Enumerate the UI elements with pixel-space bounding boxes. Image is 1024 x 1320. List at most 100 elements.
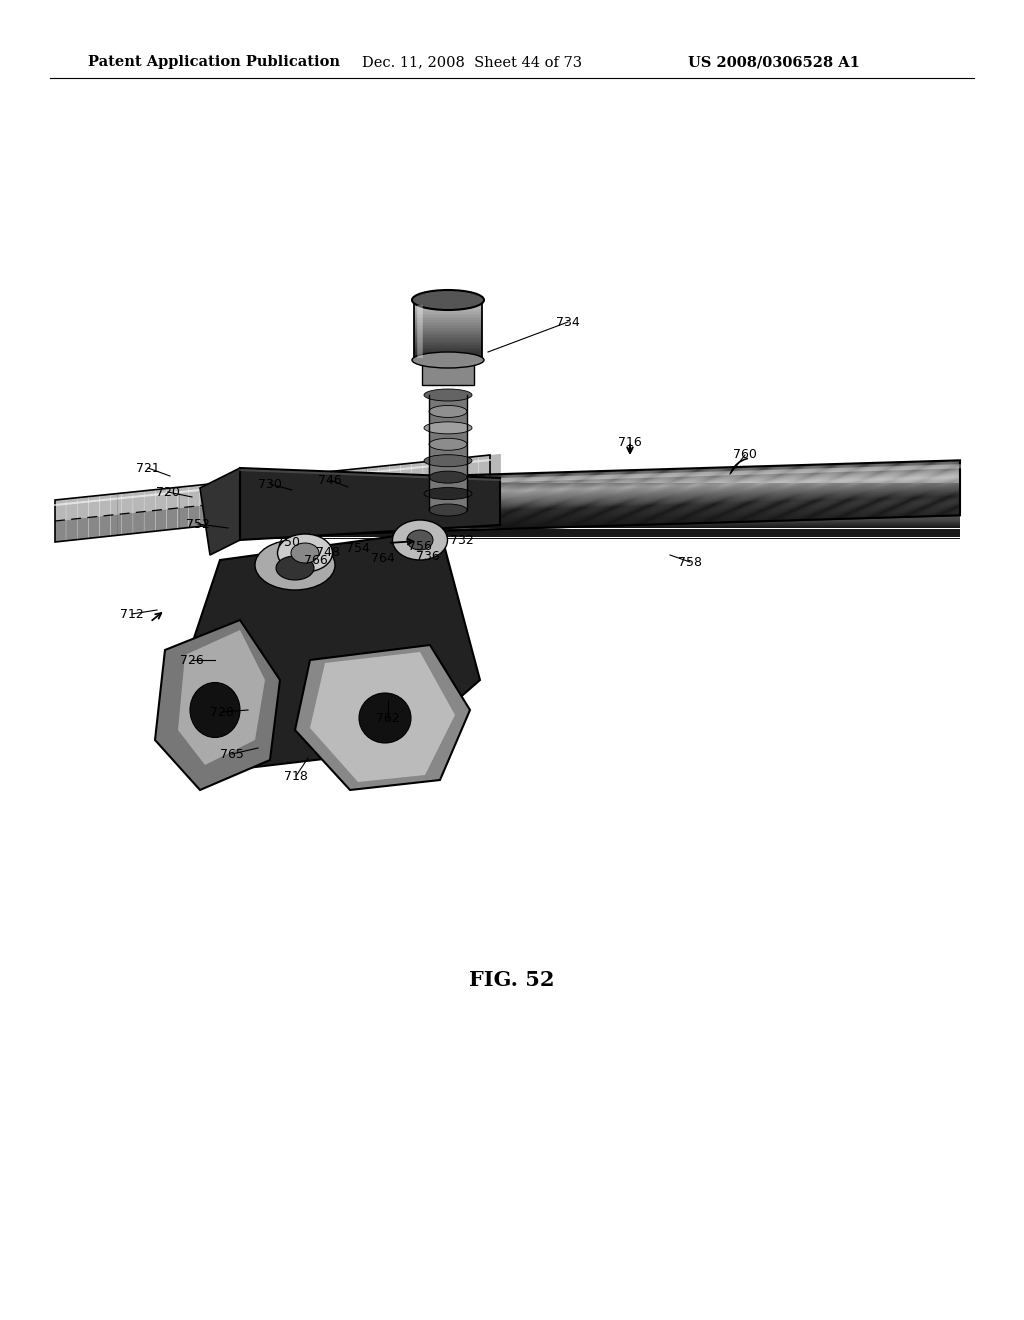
Text: 716: 716 xyxy=(618,437,642,450)
Polygon shape xyxy=(220,486,961,508)
Ellipse shape xyxy=(429,504,467,516)
Polygon shape xyxy=(220,492,961,515)
Polygon shape xyxy=(379,486,389,507)
Polygon shape xyxy=(220,515,961,537)
Polygon shape xyxy=(220,474,961,498)
Polygon shape xyxy=(434,479,445,502)
Polygon shape xyxy=(220,494,961,517)
Polygon shape xyxy=(88,495,99,517)
Ellipse shape xyxy=(424,422,472,434)
Text: 758: 758 xyxy=(678,556,702,569)
Polygon shape xyxy=(423,480,434,502)
Polygon shape xyxy=(178,486,188,508)
Polygon shape xyxy=(220,507,961,531)
Polygon shape xyxy=(220,502,961,524)
Polygon shape xyxy=(220,483,961,507)
Ellipse shape xyxy=(412,352,484,368)
Polygon shape xyxy=(220,513,961,536)
Polygon shape xyxy=(434,459,445,480)
Text: 728: 728 xyxy=(210,705,233,718)
Polygon shape xyxy=(289,495,300,516)
Polygon shape xyxy=(468,457,478,478)
Polygon shape xyxy=(334,470,345,491)
Polygon shape xyxy=(245,479,256,502)
Polygon shape xyxy=(220,466,961,488)
Polygon shape xyxy=(220,511,961,533)
Text: 754: 754 xyxy=(346,541,370,554)
Polygon shape xyxy=(220,515,961,539)
Polygon shape xyxy=(289,475,300,496)
Polygon shape xyxy=(220,469,961,492)
Polygon shape xyxy=(220,475,961,499)
Polygon shape xyxy=(178,630,265,766)
Polygon shape xyxy=(99,515,111,537)
Ellipse shape xyxy=(424,487,472,499)
Polygon shape xyxy=(233,502,245,523)
Polygon shape xyxy=(220,470,961,494)
Polygon shape xyxy=(245,500,256,521)
Text: 752: 752 xyxy=(186,517,210,531)
Text: 750: 750 xyxy=(276,536,300,549)
Polygon shape xyxy=(144,490,155,512)
Polygon shape xyxy=(423,461,434,482)
Text: US 2008/0306528 A1: US 2008/0306528 A1 xyxy=(688,55,860,69)
Ellipse shape xyxy=(407,531,433,550)
Polygon shape xyxy=(345,469,356,490)
Polygon shape xyxy=(220,488,961,511)
Polygon shape xyxy=(300,494,311,516)
Text: 720: 720 xyxy=(156,486,180,499)
Polygon shape xyxy=(155,620,280,789)
Polygon shape xyxy=(188,484,200,507)
Polygon shape xyxy=(220,461,961,484)
Polygon shape xyxy=(220,490,961,512)
Polygon shape xyxy=(220,495,961,517)
Polygon shape xyxy=(368,487,378,508)
Ellipse shape xyxy=(359,693,411,743)
Polygon shape xyxy=(200,504,211,527)
Polygon shape xyxy=(220,512,961,535)
Polygon shape xyxy=(220,486,961,510)
Polygon shape xyxy=(222,502,233,524)
Polygon shape xyxy=(334,490,345,512)
Polygon shape xyxy=(256,499,266,520)
Polygon shape xyxy=(457,478,467,499)
Polygon shape xyxy=(220,512,961,536)
Polygon shape xyxy=(468,477,478,498)
Polygon shape xyxy=(220,504,961,527)
Polygon shape xyxy=(220,490,961,513)
Polygon shape xyxy=(240,469,500,540)
Ellipse shape xyxy=(429,405,467,417)
Polygon shape xyxy=(311,473,323,494)
Polygon shape xyxy=(479,455,489,477)
Polygon shape xyxy=(67,519,77,541)
Text: 726: 726 xyxy=(180,653,204,667)
Text: 732: 732 xyxy=(451,533,474,546)
Polygon shape xyxy=(111,513,122,536)
Polygon shape xyxy=(156,488,166,511)
Polygon shape xyxy=(133,512,144,533)
Bar xyxy=(429,395,467,510)
Polygon shape xyxy=(200,469,240,554)
Polygon shape xyxy=(220,461,961,483)
Polygon shape xyxy=(220,492,961,516)
Ellipse shape xyxy=(429,438,467,450)
Polygon shape xyxy=(220,499,961,523)
Polygon shape xyxy=(279,475,289,498)
Polygon shape xyxy=(122,512,133,535)
Polygon shape xyxy=(220,484,961,508)
Polygon shape xyxy=(220,463,961,486)
Text: 736: 736 xyxy=(416,549,440,562)
Polygon shape xyxy=(156,510,166,531)
Polygon shape xyxy=(220,487,961,511)
Polygon shape xyxy=(220,470,961,492)
Polygon shape xyxy=(445,458,457,479)
Ellipse shape xyxy=(278,535,333,572)
Polygon shape xyxy=(220,471,961,495)
Polygon shape xyxy=(220,478,961,502)
Polygon shape xyxy=(300,474,311,495)
Polygon shape xyxy=(368,466,378,488)
Polygon shape xyxy=(180,531,480,770)
Polygon shape xyxy=(133,491,144,512)
Polygon shape xyxy=(220,506,961,529)
Polygon shape xyxy=(220,491,961,515)
